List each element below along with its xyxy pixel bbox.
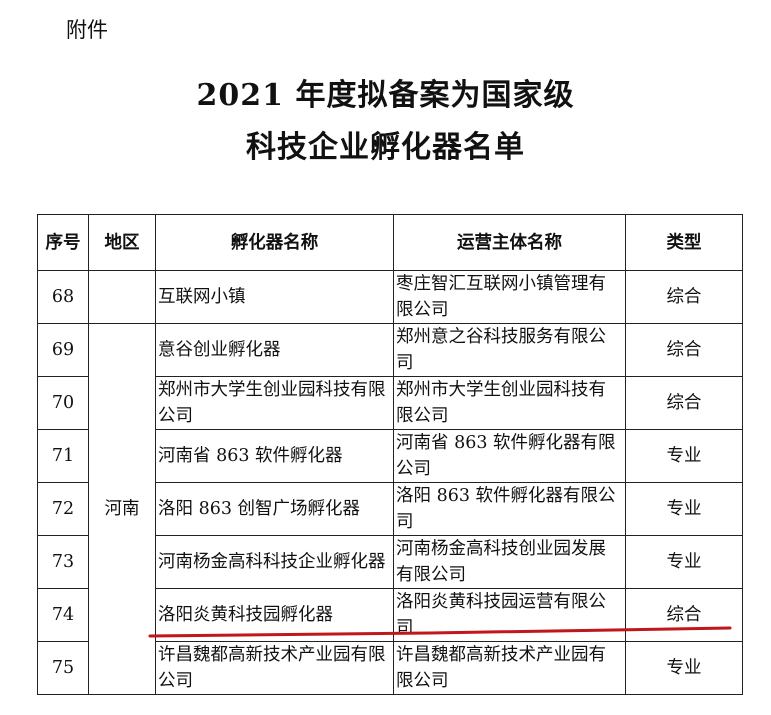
cell-incubator: 许昌魏都高新技术产业园有限公司 (155, 641, 394, 695)
cell-incubator: 互联网小镇 (155, 270, 394, 324)
cell-no: 68 (37, 270, 89, 324)
cell-operator: 枣庄智汇互联网小镇管理有限公司 (393, 270, 626, 324)
cell-type: 综合 (625, 376, 743, 430)
cell-operator: 郑州市大学生创业园科技有限公司 (393, 376, 626, 430)
cell-operator: 许昌魏都高新技术产业园有限公司 (393, 641, 626, 695)
header-operator: 运营主体名称 (393, 214, 626, 271)
cell-type: 专业 (625, 535, 743, 589)
table-row: 69 河南 意谷创业孵化器 郑州意之谷科技服务有限公司 综合 (37, 323, 743, 695)
cell-incubator: 河南杨金高科科技企业孵化器 (155, 535, 394, 589)
header-no: 序号 (37, 214, 89, 271)
cell-incubator: 郑州市大学生创业园科技有限公司 (155, 376, 394, 430)
attachment-label: 附件 (66, 18, 108, 42)
table-row: 75 许昌魏都高新技术产业园有限公司 许昌魏都高新技术产业园有限公司 专业 (37, 641, 743, 695)
header-type: 类型 (625, 214, 743, 271)
cell-operator: 河南杨金高科技创业园发展有限公司 (393, 535, 626, 589)
cell-type: 综合 (625, 323, 743, 377)
page-title-line2: 科技企业孵化器名单 (246, 130, 525, 165)
cell-no: 71 (37, 429, 89, 483)
cell-incubator: 意谷创业孵化器 (155, 323, 394, 377)
cell-type: 综合 (625, 588, 743, 642)
page-title-line1: 2021 年度拟备案为国家级 (196, 78, 575, 113)
cell-operator: 洛阳 863 软件孵化器有限公司 (393, 482, 626, 536)
cell-region: 河南 (88, 323, 156, 695)
header-region: 地区 (88, 214, 156, 271)
table-row: 72 洛阳 863 创智广场孵化器 洛阳 863 软件孵化器有限公司 专业 (37, 482, 743, 536)
table-row: 70 郑州市大学生创业园科技有限公司 郑州市大学生创业园科技有限公司 综合 (37, 376, 743, 430)
cell-type: 综合 (625, 270, 743, 324)
cell-no: 75 (37, 641, 89, 695)
table-row: 73 河南杨金高科科技企业孵化器 河南杨金高科技创业园发展有限公司 专业 (37, 535, 743, 589)
cell-type: 专业 (625, 641, 743, 695)
table-header-row: 序号 地区 孵化器名称 运营主体名称 类型 (37, 214, 743, 271)
cell-incubator: 河南省 863 软件孵化器 (155, 429, 394, 483)
cell-no: 70 (37, 376, 89, 430)
cell-no: 74 (37, 588, 89, 642)
cell-incubator: 洛阳 863 创智广场孵化器 (155, 482, 394, 536)
cell-operator: 郑州意之谷科技服务有限公司 (393, 323, 626, 377)
table-row: 68 互联网小镇 枣庄智汇互联网小镇管理有限公司 综合 (37, 270, 743, 324)
cell-no: 69 (37, 323, 89, 377)
incubator-table: 序号 地区 孵化器名称 运营主体名称 类型 68 互联网小镇 枣庄智汇互联网小镇管理… (37, 214, 743, 695)
